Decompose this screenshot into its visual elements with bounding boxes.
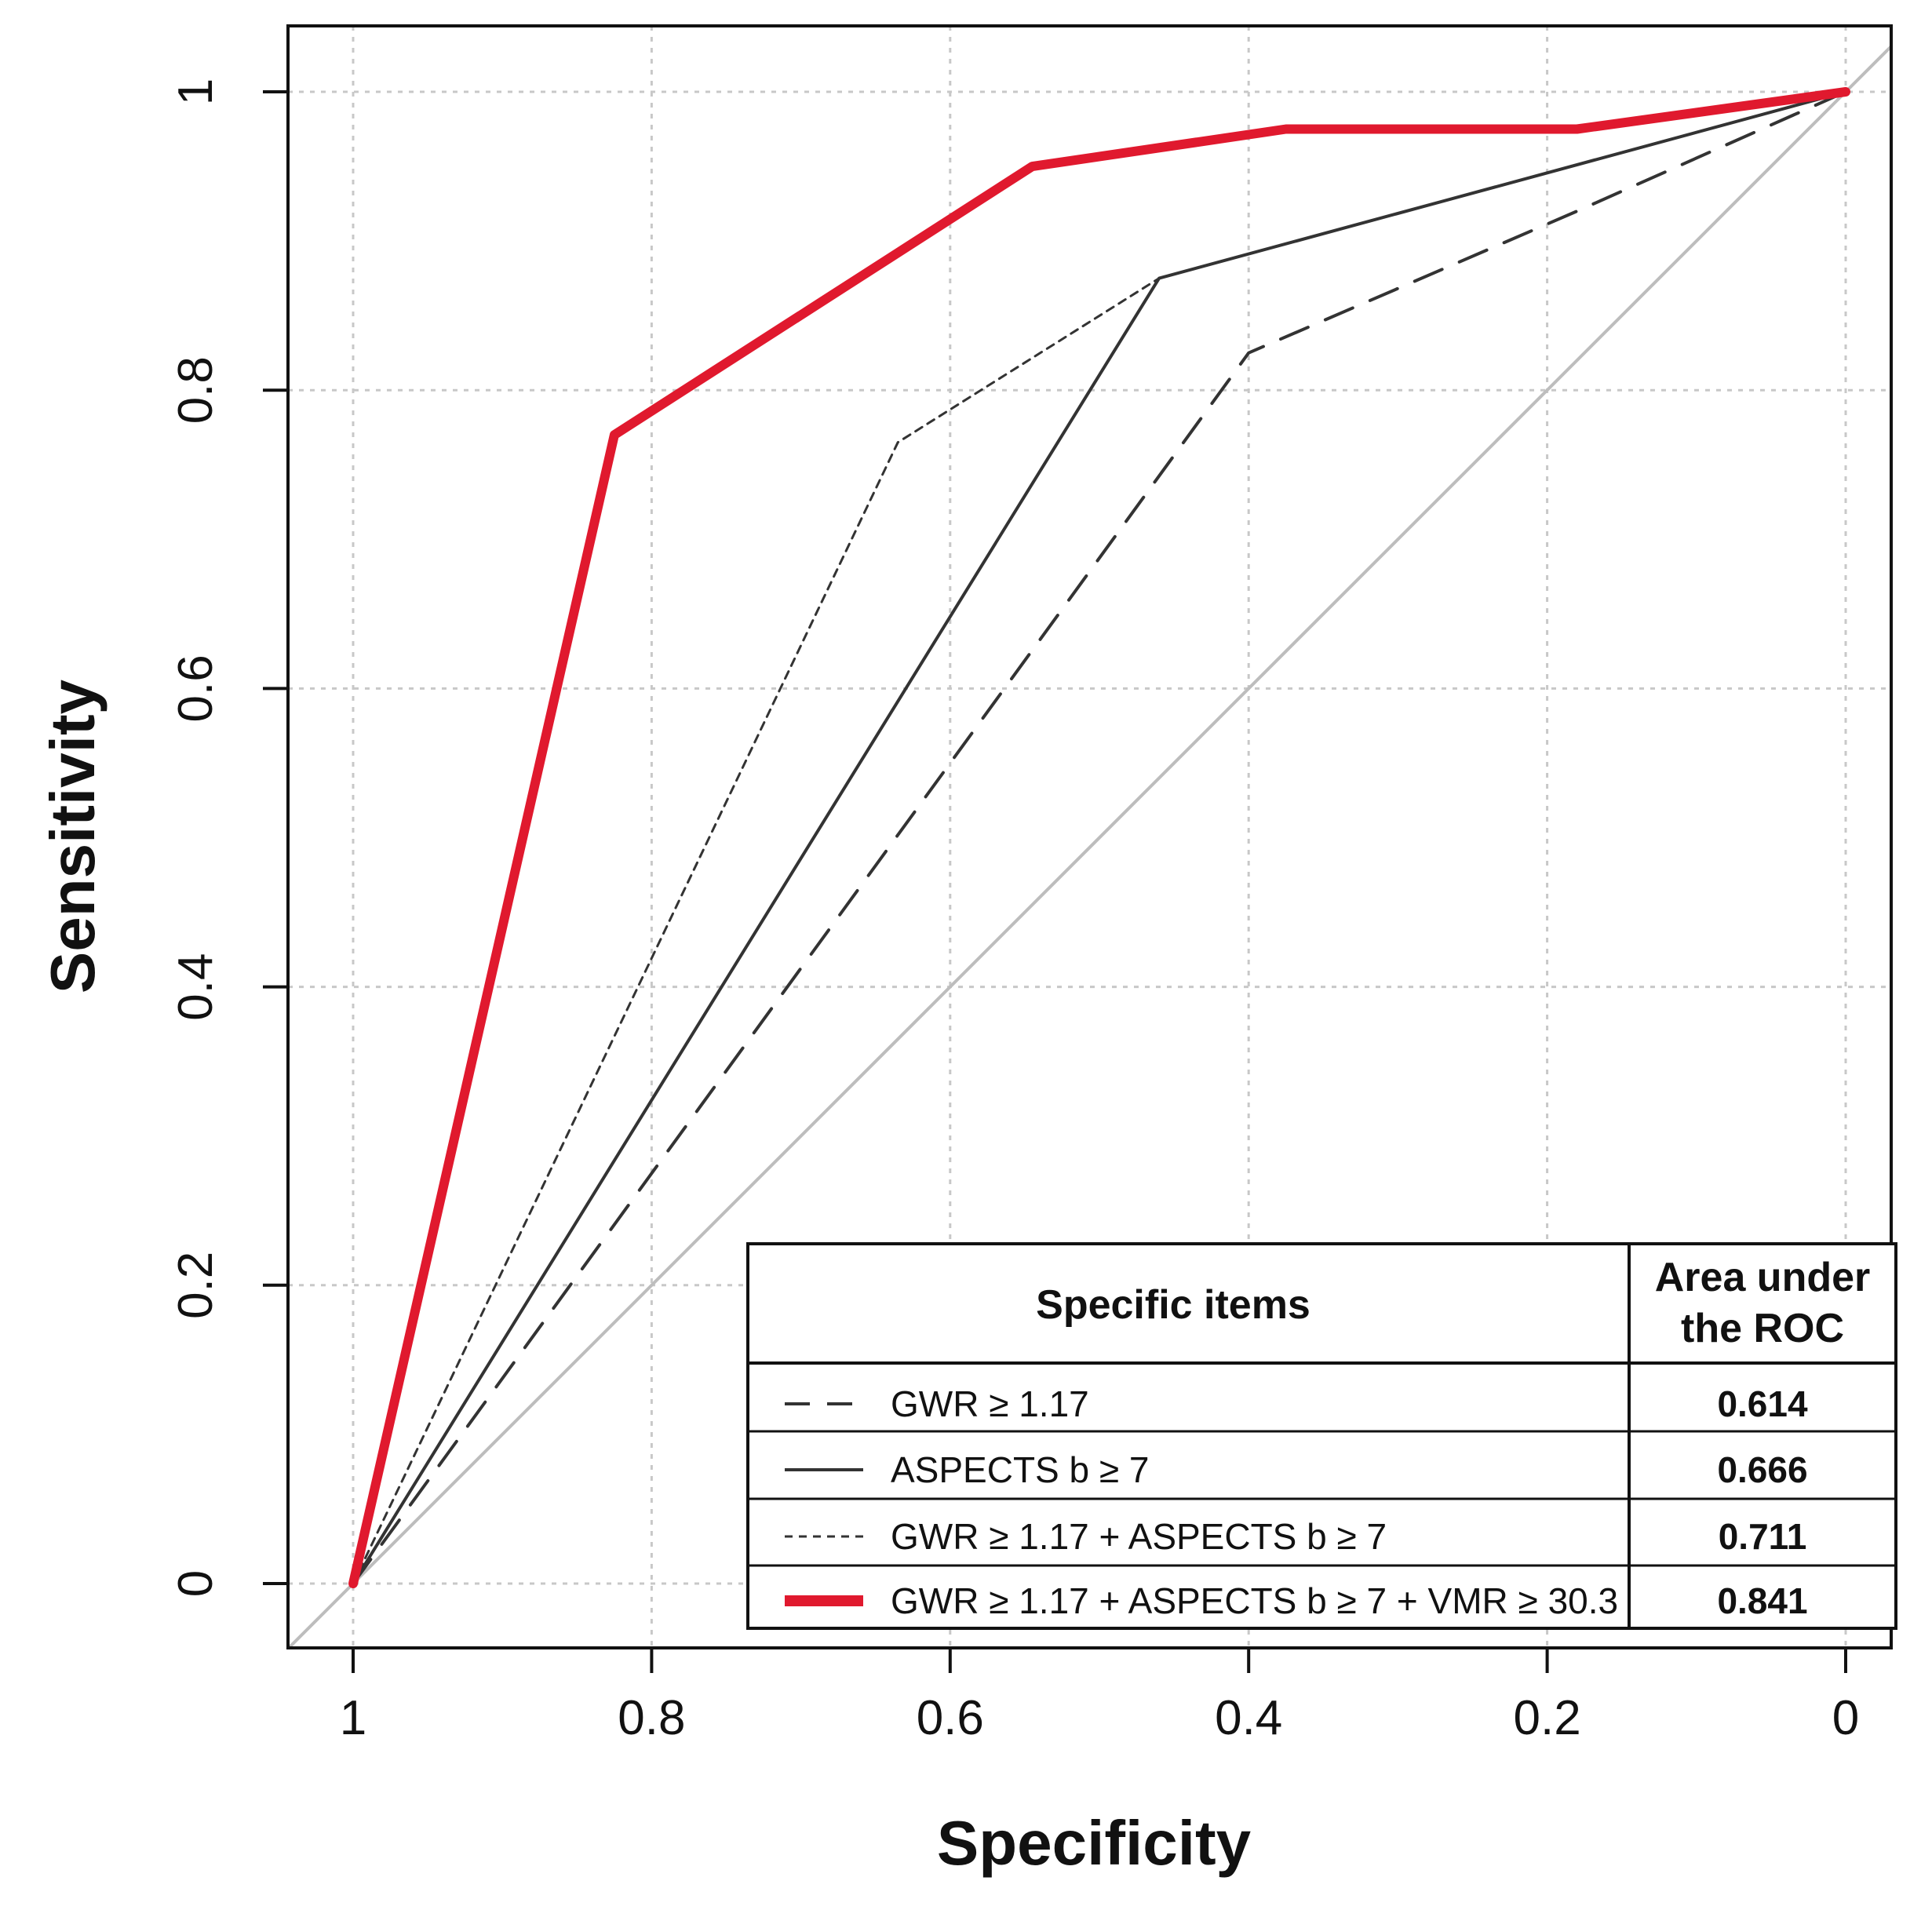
- reference-line-layer: [286, 45, 1893, 1650]
- x-tick-label: 0.8: [618, 1691, 685, 1745]
- reference-diagonal: [286, 45, 1893, 1650]
- x-axis-title: Specificity: [937, 1808, 1252, 1878]
- legend-header-auc-line1: Area under: [1655, 1255, 1871, 1300]
- legend-auc: 0.711: [1719, 1516, 1807, 1557]
- x-axis: 1 0.8 0.6 0.4 0.2 0: [340, 1648, 1859, 1745]
- legend-label: GWR ≥ 1.17: [891, 1383, 1089, 1424]
- legend-auc: 0.841: [1717, 1580, 1807, 1621]
- series-layer: [348, 87, 1850, 1588]
- y-tick-label: 0.4: [169, 953, 223, 1020]
- x-tick-label: 0.6: [917, 1691, 984, 1745]
- legend-label: GWR ≥ 1.17 + ASPECTS b ≥ 7: [891, 1516, 1387, 1557]
- y-tick-label: 0.8: [169, 356, 223, 424]
- legend-header-auc-line2: the ROC: [1681, 1306, 1844, 1351]
- legend-header-items: Specific items: [1036, 1282, 1310, 1328]
- legend-box: [746, 1242, 1897, 1630]
- y-axis-title: Sensitivity: [38, 679, 108, 993]
- legend: Specific items Area under the ROC GWR ≥ …: [746, 1242, 1897, 1630]
- series-line-thick: [348, 87, 1850, 1588]
- series-line-dashed: [352, 90, 1847, 1585]
- legend-auc: 0.666: [1717, 1449, 1807, 1490]
- legend-auc: 0.614: [1717, 1383, 1808, 1424]
- y-tick-label: 0.6: [169, 654, 223, 722]
- y-tick-label: 0: [169, 1570, 223, 1597]
- x-tick-label: 0.2: [1513, 1691, 1580, 1745]
- x-tick-label: 1: [340, 1691, 366, 1745]
- x-tick-label: 0.4: [1215, 1691, 1282, 1745]
- series-line-dotted: [352, 90, 1847, 1585]
- y-tick-label: 0.2: [169, 1252, 223, 1319]
- legend-label: ASPECTS b ≥ 7: [891, 1449, 1149, 1490]
- x-tick-label: 0: [1832, 1691, 1859, 1745]
- y-tick-label: 1: [169, 78, 223, 105]
- plot-frame: [286, 24, 1893, 1649]
- y-axis: 0 0.2 0.4 0.6 0.8 1: [169, 78, 288, 1597]
- legend-label: GWR ≥ 1.17 + ASPECTS b ≥ 7 + VMR ≥ 30.3: [891, 1580, 1618, 1621]
